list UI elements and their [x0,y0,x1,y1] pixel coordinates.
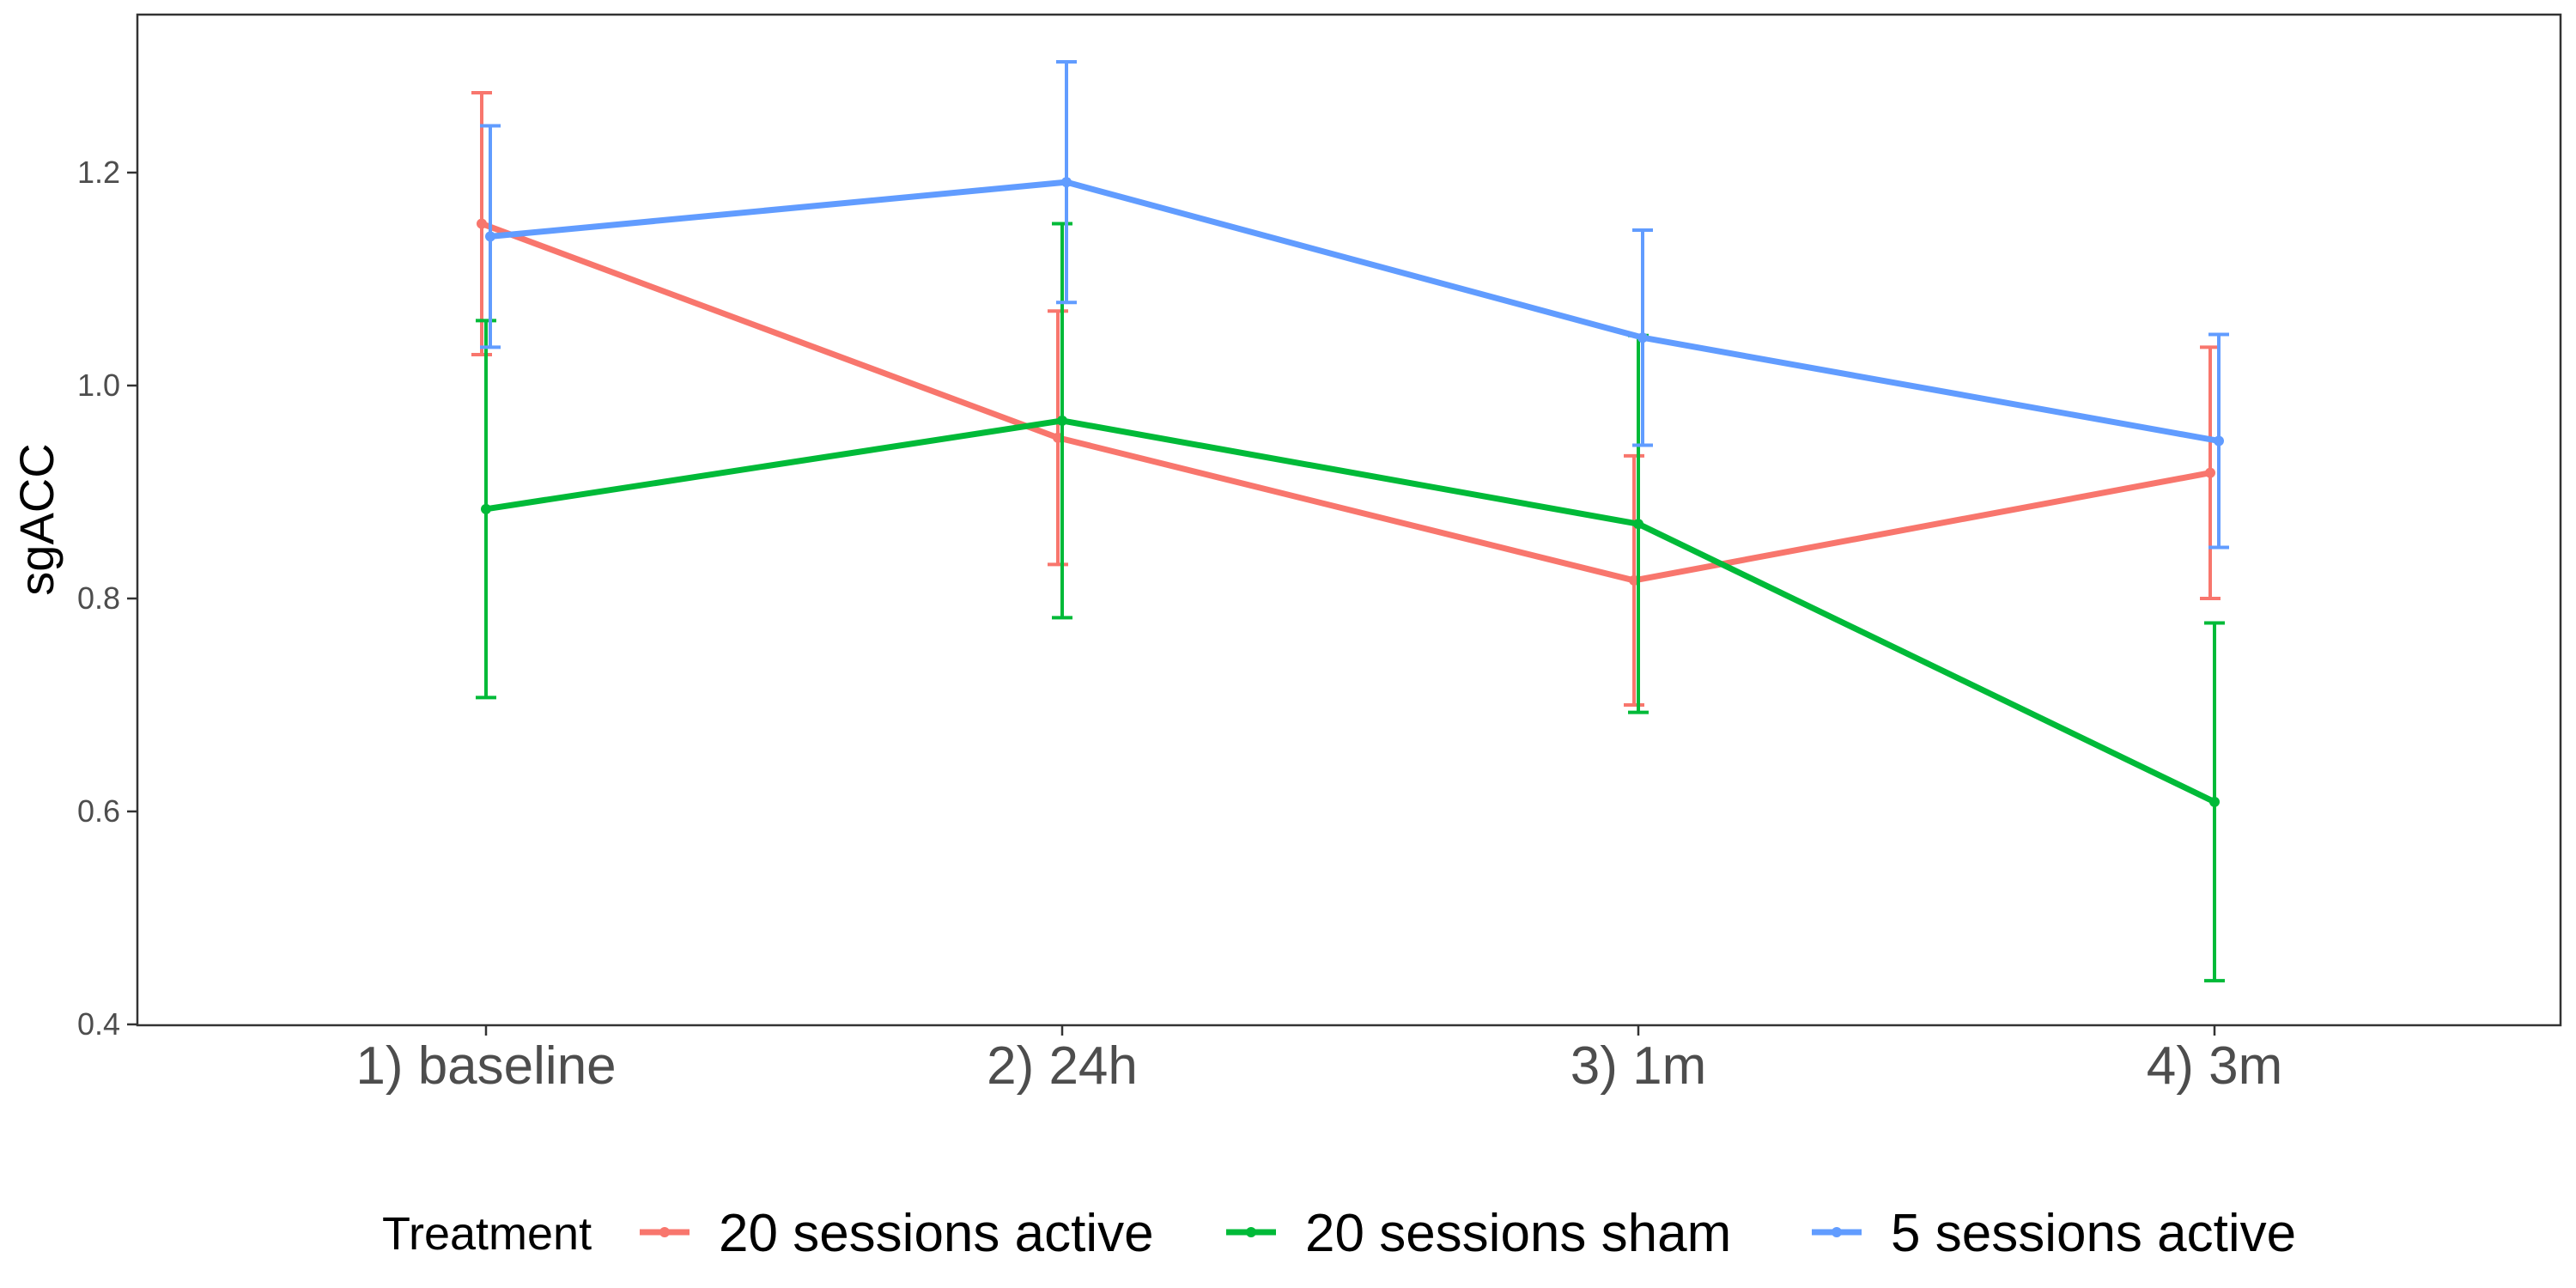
series-layer [471,60,2229,983]
y-axis: 0.4 0.6 0.8 1.0 1.2 [77,155,137,1042]
series-line [483,417,2218,805]
y-tick-label: 1.2 [77,155,120,190]
x-tick-label: 1) baseline [355,1036,616,1096]
legend-key-point [1246,1227,1256,1237]
plot-panel-border [136,13,2562,1027]
data-point [1633,519,1643,530]
data-point [1637,332,1648,343]
data-point [2209,796,2220,807]
data-point [1057,415,1067,426]
series-3 [480,60,2229,550]
legend-item: 20 sessions active [640,1204,1154,1263]
legend-label: 5 sessions active [1891,1204,2296,1263]
data-point [2205,467,2215,478]
legend-title: Treatment [382,1208,592,1260]
legend-label: 20 sessions sham [1305,1204,1731,1263]
legend-item: 5 sessions active [1812,1204,2296,1263]
data-point [481,503,491,514]
data-point [477,218,487,229]
legend-key-point [1832,1227,1842,1237]
x-tick-label: 2) 24h [987,1036,1138,1096]
x-axis: 1) baseline 2) 24h 3) 1m 4) 3m [355,1025,2282,1096]
series-1 [471,91,2221,707]
series-2 [476,222,2225,983]
data-point [2214,435,2224,447]
y-tick-label: 1.0 [77,368,120,403]
legend: Treatment 20 sessions active 20 sessions s… [382,1204,2296,1263]
y-tick-label: 0.8 [77,580,120,616]
y-tick-label: 0.4 [77,1006,120,1042]
legend-item: 20 sessions sham [1226,1204,1731,1263]
x-tick-label: 4) 3m [2147,1036,2282,1096]
legend-key-point [659,1227,670,1237]
series-line [478,221,2214,584]
y-tick-label: 0.6 [77,793,120,829]
y-axis-title: sgACC [9,443,64,595]
data-point [1061,177,1072,188]
legend-label: 20 sessions active [719,1204,1154,1263]
series-line [487,179,2222,444]
x-tick-label: 3) 1m [1571,1036,1706,1096]
data-point [485,231,495,242]
